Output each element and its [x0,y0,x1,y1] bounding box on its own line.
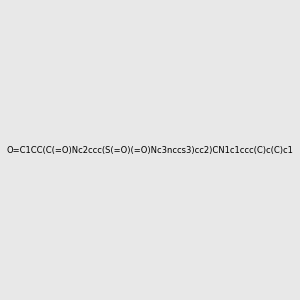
Text: O=C1CC(C(=O)Nc2ccc(S(=O)(=O)Nc3nccs3)cc2)CN1c1ccc(C)c(C)c1: O=C1CC(C(=O)Nc2ccc(S(=O)(=O)Nc3nccs3)cc2… [7,146,293,154]
